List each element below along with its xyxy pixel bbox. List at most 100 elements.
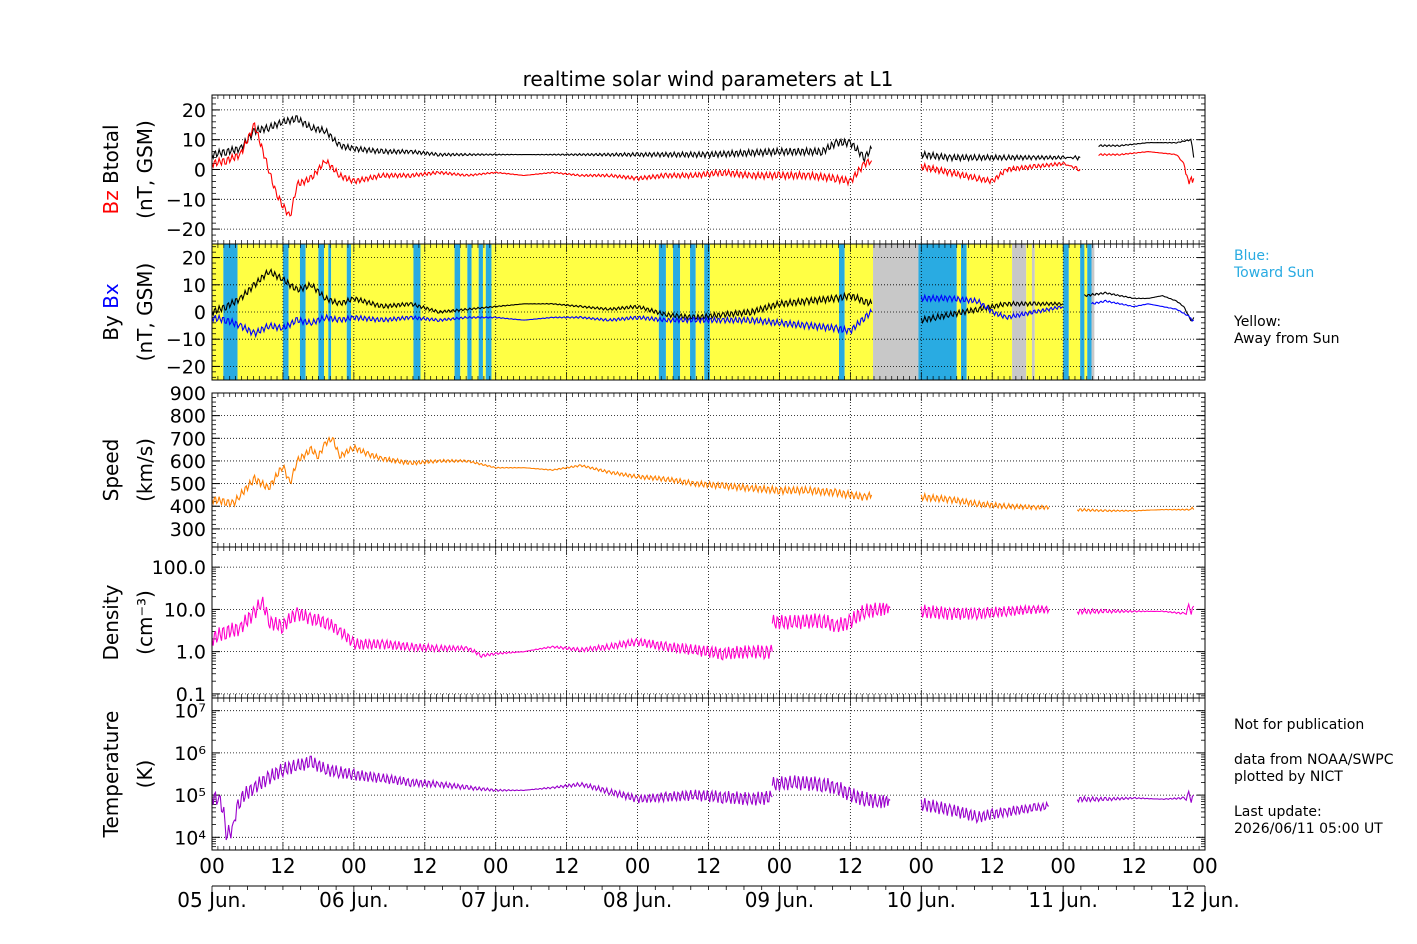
- grid: [212, 95, 1205, 244]
- sector-band-toward: [839, 244, 845, 380]
- sector-band-away: [709, 244, 840, 380]
- x-tick-label: 00: [625, 854, 650, 878]
- y-label-speed: Speed: [99, 439, 123, 502]
- x-tick-label: 00: [1050, 854, 1075, 878]
- y-tick-label: 800: [170, 406, 206, 428]
- not-for-publication-note: Not for publication: [1234, 717, 1365, 733]
- sector-band-away: [351, 244, 414, 380]
- y-tick-label: 600: [170, 451, 206, 473]
- series-group: [212, 267, 1195, 339]
- series-group: [212, 115, 1195, 217]
- x-tick-label: 12: [838, 854, 863, 878]
- sector-band-away: [288, 244, 300, 380]
- y-tick-label: −20: [166, 219, 206, 241]
- y-label-mag_bz_bt: Bz Btotal: [99, 124, 123, 214]
- y-tick-label: −10: [166, 329, 206, 351]
- y-tick-label: 10⁵: [174, 785, 206, 807]
- y-tick-label: 10⁴: [174, 827, 206, 849]
- panel-frame: [211, 243, 1206, 381]
- y-tick-label: 10.0: [164, 599, 206, 621]
- series-line-by: [212, 267, 873, 321]
- sector-band-away: [665, 244, 674, 380]
- series-line-speed: [212, 435, 873, 508]
- y-label-unit-speed: (km/s): [133, 438, 157, 502]
- y-tick-label: 0: [194, 302, 206, 324]
- sector-band-none: [1091, 244, 1095, 380]
- series-group: [212, 596, 1195, 661]
- legend-away-from-sun: Yellow: Away from Sun: [1234, 314, 1340, 347]
- y-label-unit-mag_bz_bt: (nT, GSM): [133, 120, 157, 219]
- sector-band-away: [680, 244, 691, 380]
- series-line-by: [1083, 291, 1195, 322]
- y-label-part: Bz: [99, 190, 123, 214]
- x-tick-label: 00: [341, 854, 366, 878]
- date-label: 12 Jun.: [1170, 888, 1239, 912]
- data-credit: data from NOAA/SWPC plotted by NICT: [1234, 752, 1394, 785]
- series-line-bz: [212, 122, 873, 217]
- series-group: [212, 755, 1195, 841]
- series-line-temperature: [212, 755, 773, 841]
- sector-band-toward: [478, 244, 483, 380]
- series-line-temperature: [1076, 789, 1195, 804]
- y-tick-label: 100.0: [152, 557, 206, 579]
- sector-band-away: [482, 244, 486, 380]
- date-label: 06 Jun.: [319, 888, 388, 912]
- last-update: Last update: 2026/06/11 05:00 UT: [1234, 804, 1383, 837]
- panels-layer: 20 10 0 −10 −20 Bz Btotal (nT, GSM) 20 10 0 −10 −20…: [99, 94, 1206, 851]
- time-axis: 00 12 00 12 00 12 00 12 00 12 00 12 00 12 00 05 Jun. 06 …: [177, 854, 1239, 912]
- y-label-part: Bx: [99, 283, 123, 315]
- legend-toward-sun: Blue: Toward Sun: [1234, 248, 1315, 281]
- x-tick-label: 00: [909, 854, 934, 878]
- y-label-part: Density: [99, 584, 123, 660]
- y-tick-label: 10: [182, 275, 206, 297]
- x-tick-label: 00: [767, 854, 792, 878]
- x-tick-label: 12: [1121, 854, 1146, 878]
- y-label-part: Temperature: [99, 711, 123, 839]
- series-line-bz: [1098, 151, 1195, 185]
- sector-band-toward: [1063, 244, 1069, 380]
- series-line-density: [920, 603, 1050, 622]
- series-line-btotal: [212, 115, 873, 163]
- sector-band-away: [695, 244, 705, 380]
- sector-band-toward: [318, 244, 325, 380]
- y-tick-label: 900: [170, 383, 206, 405]
- y-label-part: By: [99, 315, 123, 341]
- y-tick-label: 1.0: [176, 642, 206, 664]
- panel-frame: [211, 697, 1206, 851]
- series-line-btotal: [920, 149, 1081, 163]
- series-line-speed: [1076, 506, 1195, 513]
- grid: [212, 244, 1205, 380]
- sector-band-toward: [282, 244, 289, 380]
- sector-band-toward: [673, 244, 681, 380]
- date-label: 07 Jun.: [461, 888, 530, 912]
- y-label-mag_by_bx: By Bx: [99, 283, 123, 341]
- sector-band-away: [844, 244, 874, 380]
- sector-band-toward: [346, 244, 352, 380]
- date-label: 08 Jun.: [603, 888, 672, 912]
- y-label-unit-mag_by_bx: (nT, GSM): [133, 263, 157, 362]
- y-tick-label: 0.1: [176, 684, 206, 706]
- y-tick-label: 300: [170, 519, 206, 541]
- date-label: 09 Jun.: [745, 888, 814, 912]
- series-line-density: [771, 602, 891, 633]
- series-group: [212, 435, 1195, 513]
- date-label: 10 Jun.: [887, 888, 956, 912]
- x-tick-label: 12: [412, 854, 437, 878]
- panel-frame: [211, 392, 1206, 548]
- series-line-bx: [1091, 299, 1194, 322]
- sector-band-toward: [467, 244, 472, 380]
- date-label: 05 Jun.: [177, 888, 246, 912]
- y-tick-label: 500: [170, 474, 206, 496]
- series-line-by: [920, 300, 1064, 325]
- sector-band-away: [471, 244, 479, 380]
- y-tick-label: −20: [166, 356, 206, 378]
- sector-band-none: [873, 244, 919, 380]
- series-line-bx: [920, 293, 1064, 321]
- panel-mag_by_bx: 20 10 0 −10 −20 By Bx (nT, GSM): [99, 243, 1206, 381]
- grid: [212, 392, 1205, 547]
- y-tick-label: −10: [166, 189, 206, 211]
- sector-band-toward: [1087, 244, 1092, 380]
- series-line-speed: [920, 491, 1050, 511]
- sector-band-away: [460, 244, 468, 380]
